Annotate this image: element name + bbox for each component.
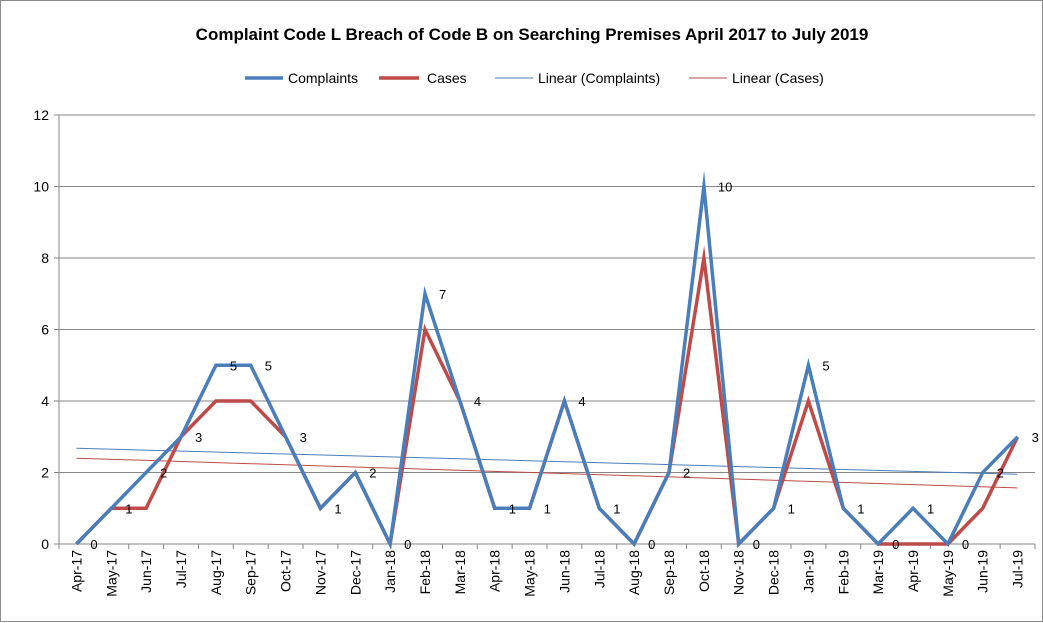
data-label: 0 [648, 537, 655, 552]
data-label: 0 [90, 537, 97, 552]
data-label: 1 [125, 501, 132, 516]
legend-item-linear-cases: Linear (Cases) [689, 70, 824, 86]
x-tick-label-dec-17: Dec-17 [347, 550, 363, 595]
chart-title: Complaint Code L Breach of Code B on Sea… [196, 25, 869, 44]
x-tick-label-apr-19: Apr-19 [905, 550, 921, 592]
data-label: 2 [160, 466, 167, 481]
axes [54, 114, 1036, 549]
data-label: 2 [683, 466, 690, 481]
data-label: 3 [1032, 430, 1039, 445]
data-label: 0 [892, 537, 899, 552]
x-tick-label-feb-18: Feb-18 [417, 550, 433, 595]
x-axis-tick-labels: Apr-17 May-17 Jun-17 Jul-17 Aug-17 Sep-17 Oct-… [68, 550, 1025, 597]
x-tick-label-feb-19: Feb-19 [835, 550, 851, 595]
x-tick-label-oct-18: Oct-18 [696, 550, 712, 592]
data-label: 10 [718, 180, 732, 195]
x-tick-label-jun-18: Jun-18 [556, 550, 572, 593]
x-tick-label-oct-17: Oct-17 [278, 550, 294, 592]
data-label: 3 [195, 430, 202, 445]
x-tick-label-jan-18: Jan-18 [382, 550, 398, 593]
y-tick-label-12: 12 [33, 107, 49, 123]
x-tick-label-jul-19: Jul-19 [1010, 550, 1026, 588]
data-label: 2 [369, 466, 376, 481]
data-label: 1 [544, 501, 551, 516]
data-label: 1 [857, 501, 864, 516]
y-tick-label-2: 2 [41, 465, 49, 481]
data-label: 1 [788, 501, 795, 516]
data-label: 1 [509, 501, 516, 516]
gridlines [59, 114, 1035, 473]
x-tick-label-jul-17: Jul-17 [173, 550, 189, 588]
x-tick-label-jun-19: Jun-19 [975, 550, 991, 593]
y-tick-label-8: 8 [41, 250, 49, 266]
trendline-linear-complaints [76, 447, 1018, 475]
trendlines [76, 447, 1018, 489]
legend-label-complaints: Complaints [288, 70, 358, 86]
x-tick-label-aug-17: Aug-17 [208, 550, 224, 595]
legend-item-cases: Cases [379, 70, 467, 86]
data-label: 1 [613, 501, 620, 516]
legend-item-linear-complaints: Linear (Complaints) [495, 70, 660, 86]
x-tick-label-nov-17: Nov-17 [312, 550, 328, 595]
legend-label-linear-cases: Linear (Cases) [732, 70, 824, 86]
data-label: 3 [300, 430, 307, 445]
x-tick-label-sep-17: Sep-17 [243, 550, 259, 595]
y-tick-label-4: 4 [41, 393, 49, 409]
x-tick-label-sep-18: Sep-18 [661, 550, 677, 595]
x-tick-label-jul-18: Jul-18 [591, 550, 607, 588]
data-label: 2 [997, 466, 1004, 481]
trendline-linear-cases [76, 457, 1018, 489]
data-label: 4 [578, 394, 585, 409]
x-tick-label-may-19: May-19 [940, 550, 956, 597]
series-line-complaints [75, 170, 1019, 550]
data-label: 7 [439, 287, 446, 302]
x-tick-label-mar-18: Mar-18 [452, 550, 468, 595]
data-label: 1 [927, 501, 934, 516]
y-tick-label-0: 0 [41, 536, 49, 552]
data-label: 0 [404, 537, 411, 552]
x-tick-label-mar-19: Mar-19 [870, 550, 886, 595]
y-tick-label-10: 10 [33, 179, 49, 195]
x-tick-label-dec-18: Dec-18 [766, 550, 782, 595]
data-label: 5 [822, 358, 829, 373]
x-tick-label-jan-19: Jan-19 [800, 550, 816, 593]
legend-label-cases: Cases [427, 70, 467, 86]
y-tick-label-6: 6 [41, 322, 49, 338]
x-tick-label-apr-17: Apr-17 [68, 550, 84, 592]
x-tick-label-may-17: May-17 [103, 550, 119, 597]
data-label: 0 [962, 537, 969, 552]
data-label: 1 [334, 501, 341, 516]
y-axis-tick-labels: 0 2 4 6 8 10 12 [33, 107, 49, 552]
legend-item-complaints: Complaints [245, 70, 358, 86]
data-label: 0 [753, 537, 760, 552]
x-tick-label-nov-18: Nov-18 [731, 550, 747, 595]
data-label: 4 [474, 394, 481, 409]
x-tick-label-apr-18: Apr-18 [487, 550, 503, 592]
data-label: 5 [265, 358, 272, 373]
legend-label-linear-complaints: Linear (Complaints) [538, 70, 660, 86]
legend: Complaints Cases Linear (Complaints) Lin… [245, 70, 824, 86]
x-tick-label-aug-18: Aug-18 [626, 550, 642, 595]
x-tick-label-may-18: May-18 [522, 550, 538, 597]
data-label: 5 [230, 358, 237, 373]
series-lines [75, 170, 1020, 550]
x-tick-label-jun-17: Jun-17 [138, 550, 154, 593]
